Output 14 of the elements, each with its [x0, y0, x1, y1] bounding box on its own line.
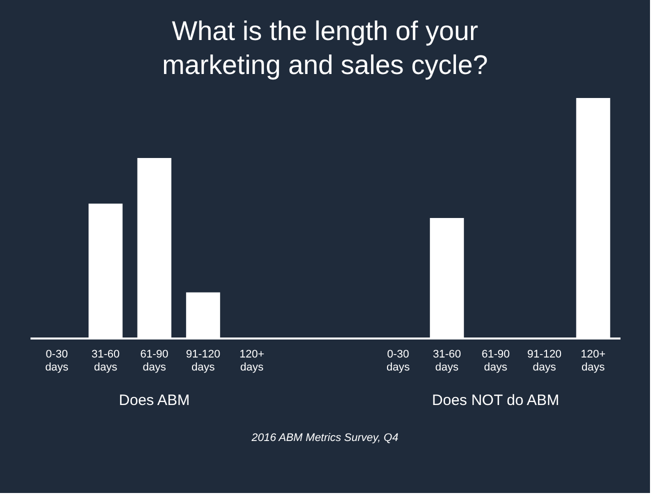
text: 2016 ABM Metrics Survey, Q4: [250, 432, 398, 444]
x-tick-label: 61-90 days: [482, 348, 510, 374]
x-tick-label: 0-30 days: [45, 348, 69, 374]
text: Does ABM: [118, 392, 190, 409]
x-tick-label: 120+ days: [239, 348, 264, 374]
text: Does NOT do ABM: [432, 392, 560, 409]
x-tick-label: 31-60 days: [92, 348, 120, 374]
x-tick-label: 120+ days: [580, 348, 606, 374]
x-tick-label: 0-30 days: [386, 348, 410, 374]
x-tick-label: 61-90 days: [140, 348, 168, 374]
chart-title: What is the length of your marketing and sales cycle?: [162, 16, 488, 80]
x-tick-label: 91-120 days: [186, 348, 220, 374]
x-tick-label: 91-120 days: [527, 348, 562, 374]
x-tick-label: 31-60 days: [432, 348, 461, 374]
